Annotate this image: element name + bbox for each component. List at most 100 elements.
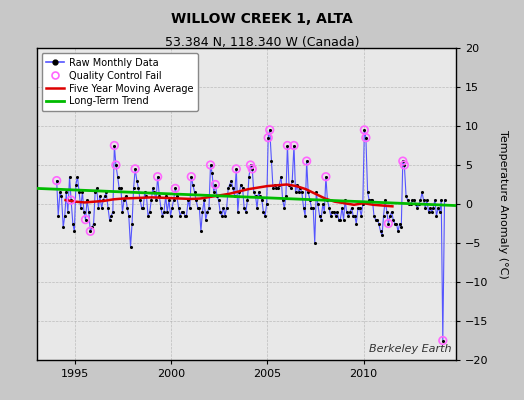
Point bbox=[349, 212, 357, 219]
Point bbox=[305, 197, 314, 203]
Point bbox=[73, 174, 82, 180]
Point bbox=[408, 197, 417, 203]
Point bbox=[307, 205, 315, 211]
Point bbox=[426, 205, 434, 211]
Point bbox=[328, 209, 336, 215]
Point bbox=[238, 185, 247, 192]
Point bbox=[344, 212, 353, 219]
Point bbox=[211, 181, 220, 188]
Point bbox=[351, 212, 359, 219]
Point bbox=[319, 201, 327, 207]
Point bbox=[136, 197, 144, 203]
Point bbox=[104, 205, 112, 211]
Point bbox=[216, 209, 224, 215]
Point bbox=[285, 181, 293, 188]
Point bbox=[192, 197, 200, 203]
Point bbox=[203, 209, 212, 215]
Point bbox=[411, 201, 420, 207]
Point bbox=[343, 209, 351, 215]
Point bbox=[340, 216, 348, 223]
Point bbox=[397, 224, 406, 230]
Point bbox=[416, 197, 424, 203]
Point bbox=[173, 193, 181, 199]
Point bbox=[169, 197, 178, 203]
Point bbox=[322, 174, 330, 180]
Point bbox=[94, 205, 103, 211]
Point bbox=[242, 209, 250, 215]
Point bbox=[399, 158, 407, 164]
Point bbox=[149, 185, 157, 192]
Point bbox=[86, 228, 94, 234]
Point bbox=[246, 162, 255, 168]
Point bbox=[290, 142, 298, 149]
Point bbox=[283, 142, 292, 149]
Point bbox=[161, 193, 170, 199]
Point bbox=[72, 181, 80, 188]
Point bbox=[120, 197, 128, 203]
Point bbox=[223, 205, 231, 211]
Point bbox=[378, 232, 386, 238]
Point bbox=[372, 216, 380, 223]
Point bbox=[392, 220, 401, 227]
Point bbox=[195, 205, 203, 211]
Point bbox=[432, 212, 441, 219]
Point bbox=[394, 228, 402, 234]
Point bbox=[91, 189, 100, 196]
Point bbox=[266, 127, 274, 133]
Point bbox=[362, 134, 370, 141]
Point bbox=[386, 212, 394, 219]
Point bbox=[187, 174, 195, 180]
Point bbox=[375, 220, 383, 227]
Point bbox=[283, 142, 292, 149]
Point bbox=[291, 189, 300, 196]
Point bbox=[105, 216, 114, 223]
Point bbox=[190, 189, 199, 196]
Point bbox=[131, 166, 139, 172]
Point bbox=[435, 209, 444, 215]
Point bbox=[383, 209, 391, 215]
Point bbox=[387, 209, 396, 215]
Point bbox=[407, 201, 415, 207]
Point bbox=[196, 228, 205, 234]
Point bbox=[83, 197, 91, 203]
Point bbox=[123, 205, 132, 211]
Point bbox=[208, 170, 216, 176]
Point bbox=[330, 209, 338, 215]
Point bbox=[63, 209, 72, 215]
Point bbox=[439, 337, 447, 344]
Point bbox=[322, 174, 330, 180]
Point bbox=[227, 178, 235, 184]
Point bbox=[176, 212, 184, 219]
Point bbox=[288, 178, 297, 184]
Point bbox=[389, 216, 397, 223]
Point bbox=[282, 193, 290, 199]
Point bbox=[232, 166, 241, 172]
Point bbox=[358, 201, 367, 207]
Point bbox=[338, 205, 346, 211]
Point bbox=[410, 197, 418, 203]
Point bbox=[171, 185, 180, 192]
Point bbox=[311, 240, 319, 246]
Point bbox=[221, 212, 229, 219]
Point bbox=[165, 197, 173, 203]
Point bbox=[112, 162, 120, 168]
Point bbox=[182, 212, 191, 219]
Point bbox=[333, 209, 341, 215]
Point bbox=[309, 205, 318, 211]
Point bbox=[298, 189, 306, 196]
Point bbox=[360, 127, 368, 133]
Point bbox=[99, 197, 107, 203]
Point bbox=[62, 189, 71, 196]
Point bbox=[418, 189, 426, 196]
Point bbox=[254, 189, 263, 196]
Point bbox=[246, 162, 255, 168]
Point bbox=[248, 166, 256, 172]
Point bbox=[152, 197, 160, 203]
Point bbox=[429, 205, 438, 211]
Point bbox=[364, 189, 372, 196]
Point bbox=[181, 212, 189, 219]
Point bbox=[157, 205, 165, 211]
Point bbox=[346, 209, 354, 215]
Point bbox=[287, 185, 295, 192]
Point bbox=[139, 205, 147, 211]
